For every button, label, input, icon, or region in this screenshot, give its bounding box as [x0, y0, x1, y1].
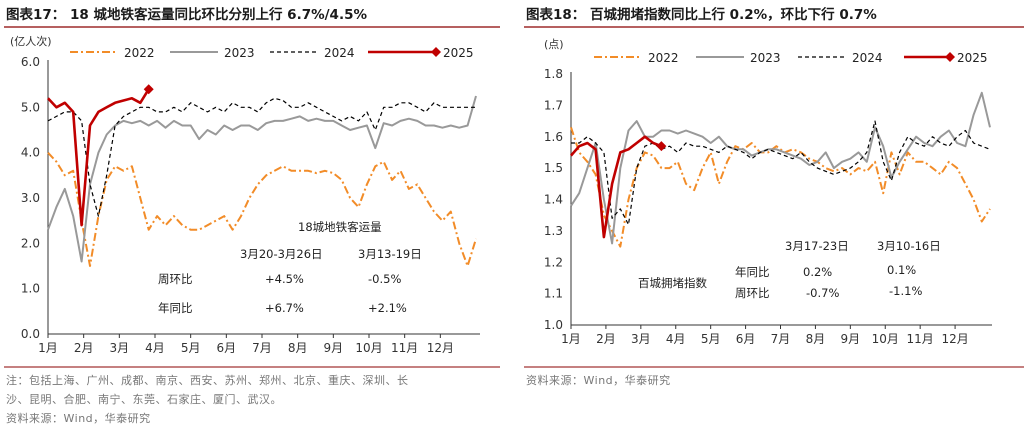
right-series-2025-end-marker	[656, 141, 667, 152]
right-y-tick-label: 1.6	[544, 130, 563, 144]
right-series-2023-line	[570, 91, 991, 245]
left-table-row2-v2: +2.1%	[368, 301, 407, 315]
legend-label-2025: 2025	[957, 51, 988, 65]
right-y-tick-label: 1.8	[544, 67, 563, 81]
left-series-2022-line	[47, 152, 477, 267]
left-plot-area	[47, 84, 477, 267]
left-panel: 图表17： 18 城地铁客运量同比环比分别上行 6.7%/4.5% (亿人次) …	[4, 6, 500, 425]
left-legend: 2022 2023 2024 2025	[70, 46, 474, 60]
left-x-tick-label: 9月	[324, 341, 344, 355]
left-x-tick-label: 1月	[38, 341, 58, 355]
right-x-tick-label: 12月	[941, 332, 968, 346]
right-x-tick-label: 3月	[631, 332, 651, 346]
right-source: 资料来源：Wind，华泰研究	[526, 373, 671, 387]
legend-marker-2025	[945, 52, 955, 62]
right-table-col1: 3月17-23日	[785, 239, 849, 253]
right-series-2022-line	[570, 126, 991, 248]
left-series-2025-line	[47, 88, 150, 227]
left-x-tick-label: 12月	[427, 341, 454, 355]
left-table-col2: 3月13-19日	[358, 247, 422, 261]
left-y-tick-label: 6.0	[21, 55, 40, 69]
left-y-tick-label: 4.0	[21, 146, 40, 160]
legend-marker-2025	[431, 47, 441, 57]
left-table-row1-v2: -0.5%	[368, 272, 401, 286]
legend-label-2025: 2025	[443, 46, 474, 60]
left-y-axis: 0.0 1.0 2.0 3.0 4.0 5.0 6.0	[21, 55, 40, 341]
right-x-tick-label: 4月	[666, 332, 686, 346]
left-table-row2-label: 年同比	[158, 301, 193, 315]
right-summary-table: 3月17-23日 3月10-16日 百城拥堵指数 年同比 0.2% 0.1% 周…	[638, 239, 941, 300]
left-x-tick-label: 11月	[391, 341, 418, 355]
legend-label-2024: 2024	[324, 46, 355, 60]
right-y-tick-label: 1.4	[544, 193, 563, 207]
left-table-col1: 3月20-3月26日	[240, 247, 323, 261]
left-x-tick-label: 2月	[74, 341, 94, 355]
left-x-tick-label: 10月	[355, 341, 382, 355]
right-y-tick-label: 1.3	[544, 224, 563, 238]
right-y-tick-label: 1.7	[544, 98, 563, 112]
left-x-tick-label: 8月	[288, 341, 308, 355]
left-x-tick-label: 6月	[217, 341, 237, 355]
right-series-2024-line	[571, 120, 991, 226]
legend-label-2023: 2023	[224, 46, 255, 60]
left-x-tick-label: 4月	[145, 341, 165, 355]
left-series-2024-line	[47, 97, 476, 217]
right-y-tick-label: 1.2	[544, 255, 563, 269]
left-table-row1-label: 周环比	[158, 272, 193, 286]
right-y-tick-label: 1.1	[544, 287, 563, 301]
legend-label-2024: 2024	[852, 51, 883, 65]
right-table-row2-v1: -0.7%	[806, 286, 839, 300]
right-x-tick-label: 10月	[872, 332, 899, 346]
legend-label-2022: 2022	[124, 46, 155, 60]
right-panel: 图表18： 百城拥堵指数同比上行 0.2%，环比下行 0.7% (点) 1.01…	[524, 6, 1024, 387]
right-table-row2-v2: -1.1%	[889, 284, 922, 298]
left-y-tick-label: 1.0	[21, 282, 40, 296]
left-table-title: 18城地铁客运量	[298, 220, 382, 234]
right-x-tick-label: 11月	[907, 332, 934, 346]
legend-label-2022: 2022	[648, 51, 679, 65]
left-table-row2-v1: +6.7%	[265, 301, 304, 315]
right-table-title: 百城拥堵指数	[638, 276, 707, 290]
right-y-unit: (点)	[544, 38, 564, 51]
right-x-tick-label: 1月	[561, 332, 581, 346]
right-table-col2: 3月10-16日	[877, 239, 941, 253]
left-series-2025-end-marker	[143, 84, 154, 95]
left-table-row1-v1: +4.5%	[265, 272, 304, 286]
legend-label-2023: 2023	[750, 51, 781, 65]
right-table-row2-label: 周环比	[735, 286, 770, 300]
left-x-tick-label: 5月	[181, 341, 201, 355]
right-table-row1-v1: 0.2%	[803, 265, 832, 279]
right-table-row1-v2: 0.1%	[887, 263, 916, 277]
left-summary-table: 18城地铁客运量 3月20-3月26日 3月13-19日 周环比 +4.5% -…	[158, 220, 422, 315]
left-y-tick-label: 3.0	[21, 191, 40, 205]
left-chart-title: 图表17： 18 城地铁客运量同比环比分别上行 6.7%/4.5%	[6, 6, 367, 23]
right-y-tick-label: 1.0	[544, 318, 563, 332]
left-y-tick-label: 2.0	[21, 236, 40, 250]
left-x-tick-label: 3月	[110, 341, 130, 355]
left-y-tick-label: 0.0	[21, 327, 40, 341]
right-table-row1-label: 年同比	[735, 265, 770, 279]
right-chart-title: 图表18： 百城拥堵指数同比上行 0.2%，环比下行 0.7%	[526, 6, 877, 23]
right-x-tick-label: 5月	[701, 332, 721, 346]
left-note-line1: 注：包括上海、广州、成都、南京、西安、苏州、郑州、北京、重庆、深圳、长	[6, 373, 409, 387]
left-source: 资料来源：Wind，华泰研究	[6, 411, 151, 425]
left-note-line2: 沙、昆明、合肥、南宁、东莞、石家庄、厦门、武汉。	[6, 392, 282, 406]
right-x-tick-label: 9月	[841, 332, 861, 346]
right-legend: 2022 2023 2024 2025	[594, 51, 988, 65]
left-x-axis: 1月 2月 3月 4月 5月 6月 7月 8月 9月 10月 11月 12月	[38, 334, 454, 355]
right-y-axis: 1.0 1.1 1.2 1.3 1.4 1.5 1.6 1.7 1.8	[544, 67, 563, 332]
left-x-tick-label: 7月	[252, 341, 272, 355]
right-plot-area	[570, 91, 991, 248]
right-x-tick-label: 6月	[736, 332, 756, 346]
left-y-unit: (亿人次)	[10, 34, 52, 48]
right-series-2025-line	[570, 135, 662, 239]
right-x-axis: 1月 2月 3月 4月 5月 6月 7月 8月 9月 10月 11月 12月	[561, 325, 969, 346]
right-y-tick-label: 1.5	[544, 161, 563, 175]
right-x-tick-label: 2月	[596, 332, 616, 346]
left-y-tick-label: 5.0	[21, 100, 40, 114]
right-x-tick-label: 8月	[806, 332, 826, 346]
right-x-tick-label: 7月	[771, 332, 791, 346]
left-series-2023-line	[47, 95, 477, 263]
